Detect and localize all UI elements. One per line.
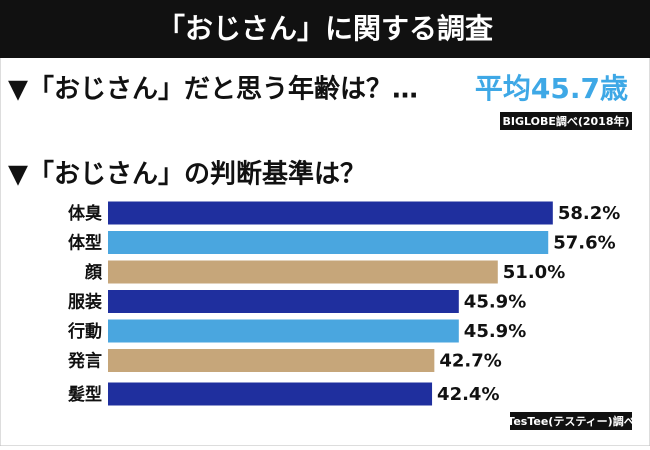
value-label: 42.4% <box>437 384 499 405</box>
category-label: 体型 <box>68 233 102 254</box>
category-label: 顔 <box>84 262 103 283</box>
value-label: 45.9% <box>464 292 526 313</box>
bar <box>108 319 459 343</box>
source: TesTee(テスティー)調べ <box>507 414 634 428</box>
value-label: 51.0% <box>503 262 565 283</box>
source: BIGLOBE調べ(2018年) <box>502 114 629 128</box>
bar <box>108 349 435 372</box>
source-box <box>510 412 632 430</box>
bar <box>108 290 459 313</box>
category-label: 服装 <box>68 292 102 313</box>
title-band <box>0 0 650 58</box>
bar <box>108 382 433 406</box>
category-label: 行動 <box>67 321 102 342</box>
category-label: 体臭 <box>68 203 102 224</box>
category-label: 発言 <box>67 351 102 372</box>
value-label: 57.6% <box>553 233 615 254</box>
answer: 平均45.7歳 <box>475 72 628 105</box>
category-label: 髪型 <box>67 384 102 405</box>
value-label: 45.9% <box>464 321 526 342</box>
chart-title: ▼「おじさん」の判断基準は？ <box>8 159 366 190</box>
bar <box>108 201 553 225</box>
page-title: 「おじさん」に関する調査 <box>157 12 493 45</box>
question: ▼「おじさん」だと思う年齢は？… <box>8 74 418 105</box>
bar <box>108 260 498 284</box>
bar <box>108 231 549 254</box>
value-label: 42.7% <box>439 351 501 372</box>
source-box <box>500 112 632 130</box>
value-label: 58.2% <box>558 203 620 224</box>
